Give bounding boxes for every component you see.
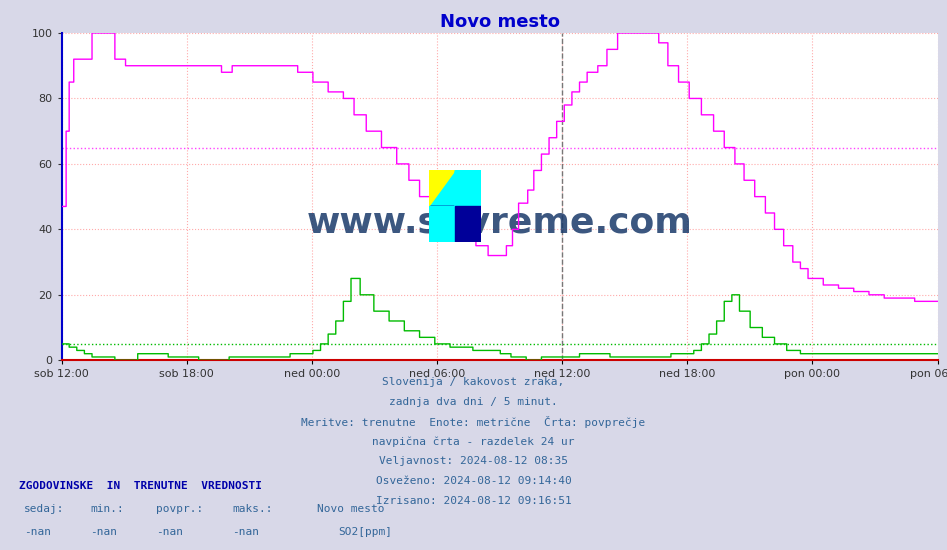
- Text: min.:: min.:: [90, 504, 124, 514]
- Polygon shape: [456, 170, 481, 206]
- Text: povpr.:: povpr.:: [156, 504, 204, 514]
- Bar: [429, 170, 456, 206]
- Polygon shape: [456, 206, 481, 242]
- Text: Novo mesto: Novo mesto: [317, 504, 384, 514]
- Polygon shape: [456, 170, 481, 206]
- Text: Meritve: trenutne  Enote: metrične  Črta: povprečje: Meritve: trenutne Enote: metrične Črta: …: [301, 416, 646, 428]
- Polygon shape: [429, 206, 481, 242]
- Text: Veljavnost: 2024-08-12 08:35: Veljavnost: 2024-08-12 08:35: [379, 456, 568, 466]
- Text: Osveženo: 2024-08-12 09:14:40: Osveženo: 2024-08-12 09:14:40: [376, 476, 571, 486]
- Title: Novo mesto: Novo mesto: [439, 13, 560, 31]
- Polygon shape: [429, 170, 456, 206]
- Polygon shape: [429, 170, 481, 206]
- Bar: [456, 206, 481, 242]
- Text: -nan: -nan: [90, 527, 117, 537]
- Text: ZGODOVINSKE  IN  TRENUTNE  VREDNOSTI: ZGODOVINSKE IN TRENUTNE VREDNOSTI: [19, 481, 262, 491]
- Text: www.si-vreme.com: www.si-vreme.com: [307, 206, 692, 240]
- Text: Izrisano: 2024-08-12 09:16:51: Izrisano: 2024-08-12 09:16:51: [376, 496, 571, 505]
- Text: SO2[ppm]: SO2[ppm]: [338, 527, 392, 537]
- Text: zadnja dva dni / 5 minut.: zadnja dva dni / 5 minut.: [389, 397, 558, 406]
- Polygon shape: [429, 170, 456, 206]
- Text: sedaj:: sedaj:: [24, 504, 64, 514]
- Text: -nan: -nan: [232, 527, 259, 537]
- Text: maks.:: maks.:: [232, 504, 273, 514]
- Text: navpična črta - razdelek 24 ur: navpična črta - razdelek 24 ur: [372, 436, 575, 447]
- Text: -nan: -nan: [24, 527, 51, 537]
- Text: -nan: -nan: [156, 527, 184, 537]
- Polygon shape: [429, 206, 456, 242]
- Text: Slovenija / kakovost zraka,: Slovenija / kakovost zraka,: [383, 377, 564, 387]
